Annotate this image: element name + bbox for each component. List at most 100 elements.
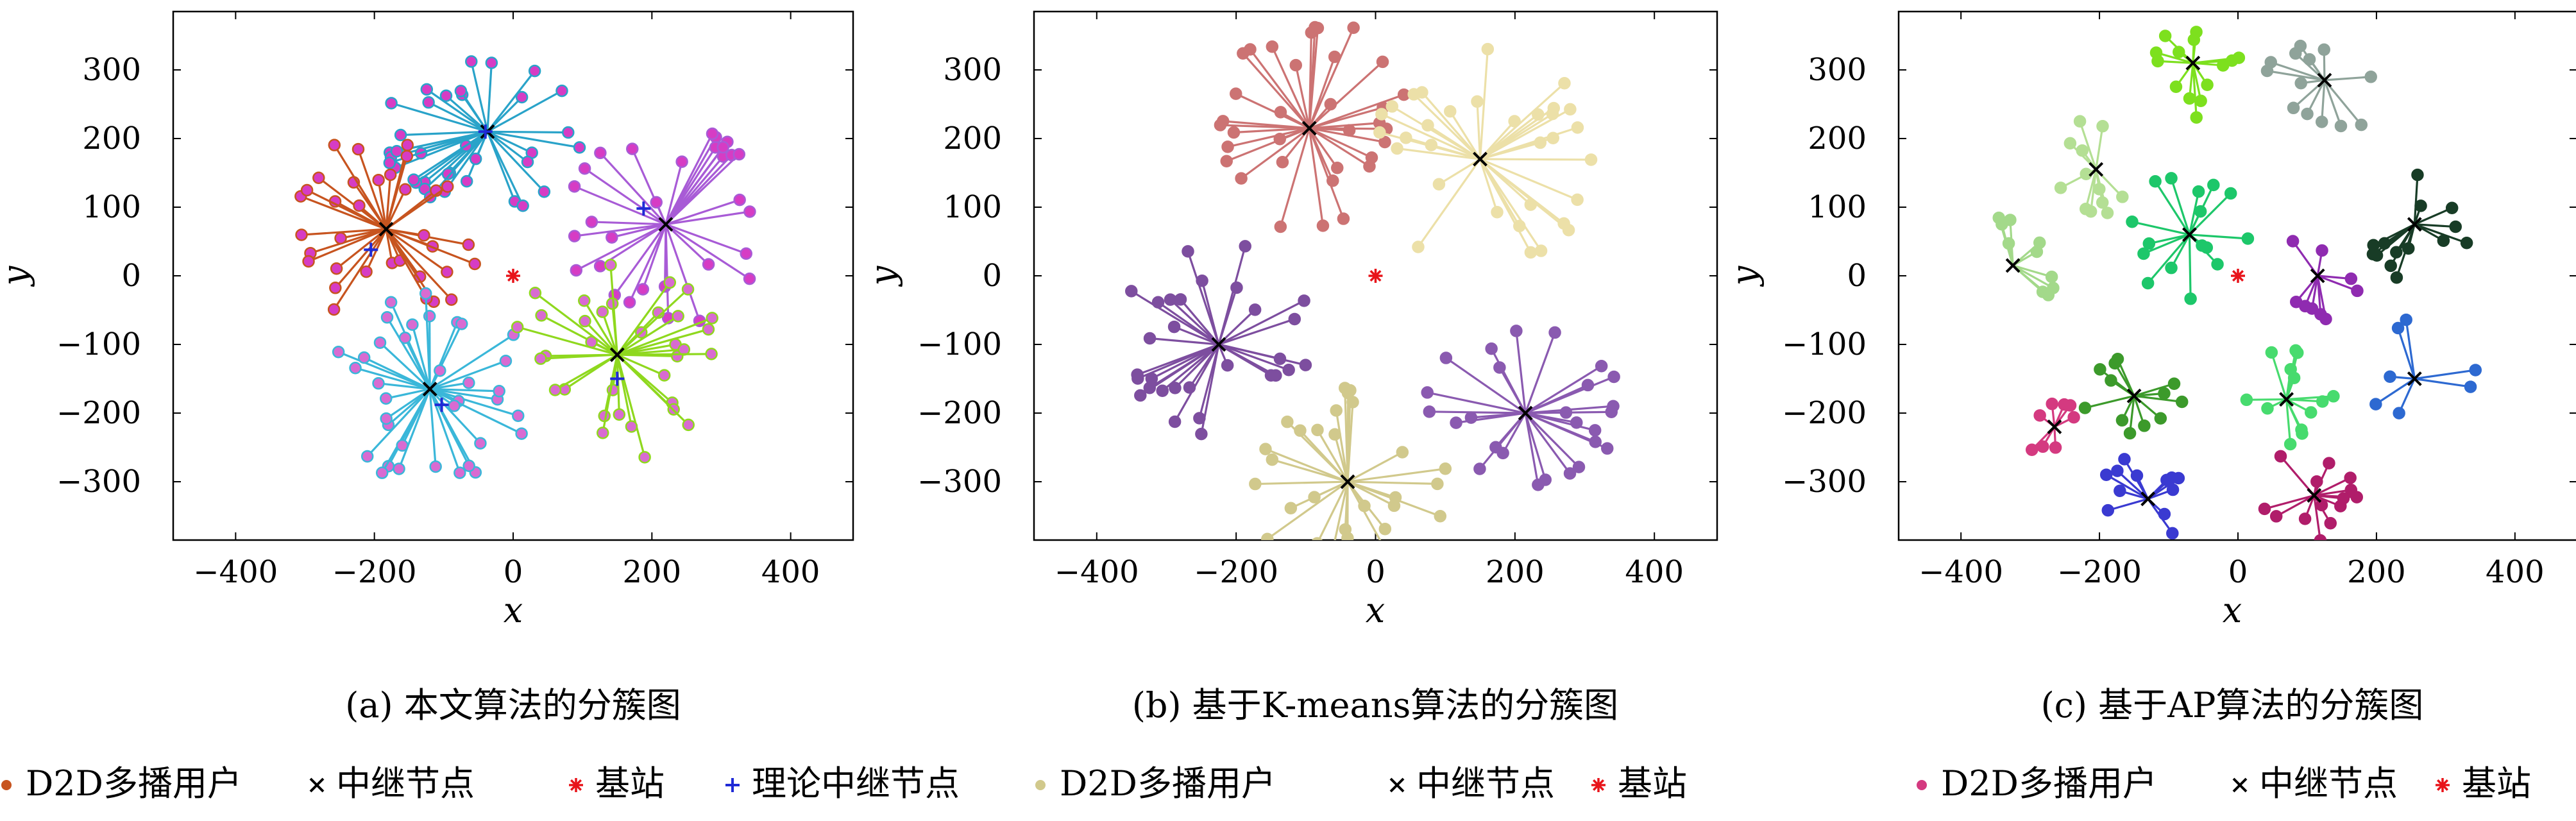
user-point — [626, 142, 639, 155]
user-point — [2216, 59, 2230, 72]
user-point — [2344, 484, 2358, 496]
user-point — [2351, 284, 2364, 298]
link-line — [411, 324, 431, 389]
user-point — [2314, 534, 2327, 540]
link-line — [426, 89, 488, 133]
user-point — [2337, 492, 2350, 505]
user-point — [352, 142, 365, 156]
user-point — [2084, 205, 2097, 218]
user-point — [675, 155, 688, 168]
user-point — [1311, 423, 1324, 437]
user-point — [1387, 558, 1398, 569]
user-point — [2101, 504, 2115, 517]
link-line — [2264, 494, 2315, 510]
link-line — [487, 130, 580, 149]
link-line — [386, 228, 425, 237]
x-tick-label: 200 — [623, 554, 682, 590]
cluster — [1214, 21, 1411, 233]
user-point — [548, 384, 562, 396]
user-point — [2265, 346, 2278, 359]
link-line — [2012, 264, 2053, 278]
user-point — [1421, 386, 1434, 399]
user-point — [604, 258, 617, 271]
user-point — [2369, 398, 2382, 410]
legend-theory-relay-marker — [725, 778, 740, 792]
user-point — [1288, 312, 1301, 326]
cluster — [332, 287, 528, 479]
user-point — [429, 460, 442, 473]
user-point — [650, 196, 663, 209]
link-line — [601, 311, 618, 355]
link-line — [1218, 343, 1280, 360]
relay-marker — [2140, 491, 2156, 507]
link-line — [486, 70, 536, 133]
user-point — [441, 167, 455, 181]
legend-user-marker — [1917, 780, 1927, 790]
user-point — [2207, 178, 2220, 192]
legend: D2D多播用户 中继节点 基站 — [1035, 763, 1687, 804]
user-point — [1485, 342, 1498, 355]
user-point — [1195, 427, 1208, 441]
user-point — [1337, 212, 1350, 225]
user-point — [2101, 207, 2114, 219]
x-tick-label: 200 — [2347, 554, 2406, 590]
link-line — [1233, 127, 1310, 134]
link-line — [1476, 101, 1482, 160]
link-line — [386, 388, 431, 419]
user-point — [529, 286, 542, 300]
user-point — [606, 231, 618, 244]
user-point — [1432, 178, 1446, 191]
link-line — [599, 152, 667, 225]
link-line — [429, 387, 498, 401]
user-point — [1423, 405, 1436, 418]
link-line — [378, 382, 430, 391]
user-point — [1571, 121, 1584, 134]
link-line — [534, 292, 618, 356]
y-tick-label: −300 — [1782, 464, 1867, 500]
user-point — [535, 309, 548, 322]
user-point — [1229, 87, 1242, 100]
cluster — [2025, 397, 2080, 456]
link-line — [2414, 369, 2476, 380]
link-line — [1266, 480, 1348, 540]
y-tick-label: 200 — [943, 121, 1002, 157]
relay-marker — [422, 382, 437, 396]
user-point — [2327, 390, 2340, 403]
legend: D2D多播用户 中继节点 基站 理论中继节点 — [1, 763, 960, 804]
user-point — [398, 331, 412, 344]
user-point — [462, 238, 475, 251]
user-point — [1412, 241, 1425, 253]
link-line — [460, 90, 489, 133]
user-point — [1378, 135, 1391, 149]
user-point — [1532, 108, 1545, 121]
user-point — [1281, 415, 1294, 428]
link-line — [385, 174, 392, 230]
user-point — [1589, 436, 1602, 448]
link-line — [1217, 246, 1246, 345]
user-point — [2378, 237, 2391, 250]
user-point — [2240, 393, 2253, 407]
link-line — [429, 388, 482, 444]
user-point — [716, 140, 729, 154]
link-line — [1524, 412, 1546, 480]
user-point — [1341, 531, 1354, 540]
link-line — [2154, 180, 2190, 235]
link-line — [2323, 79, 2362, 126]
user-point — [2033, 409, 2046, 422]
legend-base-station-marker — [1591, 778, 1606, 792]
user-point — [399, 183, 412, 196]
panel-a: −400 −200 0 200 400 −300 −200 −100 0 100 200 300 x y (… — [0, 10, 854, 725]
cluster-layer — [1125, 21, 1620, 569]
user-point — [672, 310, 684, 323]
link-line — [1417, 158, 1481, 248]
user-point — [312, 171, 325, 185]
user-point — [1299, 359, 1312, 371]
legends: D2D多播用户 中继节点 基站 理论中继节点 D2D多播用户 中继节点 基站 D2D多播用户 中… — [1, 763, 2531, 804]
y-tick-label: 0 — [121, 258, 141, 294]
user-point — [1581, 378, 1595, 392]
user-point — [2172, 471, 2185, 485]
user-point — [2096, 196, 2109, 209]
link-line — [616, 317, 713, 356]
link-line — [665, 223, 709, 266]
user-point — [2299, 300, 2312, 313]
